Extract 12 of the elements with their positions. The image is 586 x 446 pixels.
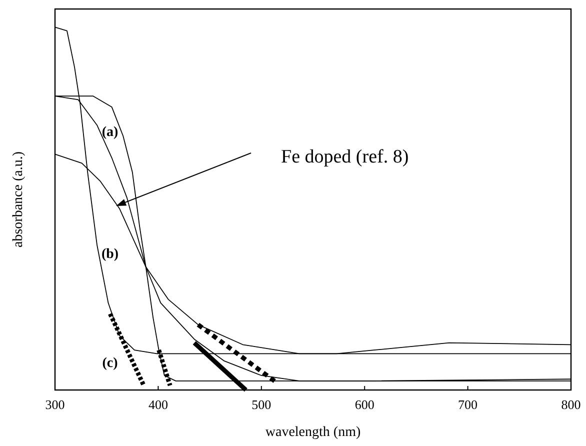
x-tick-label: 500: [252, 397, 272, 412]
annotation: (a): [102, 124, 118, 140]
x-axis-title: wavelength (nm): [265, 425, 361, 440]
x-tick-label: 400: [148, 397, 168, 412]
x-tick-label: 600: [354, 397, 374, 412]
annotation: (b): [101, 246, 119, 262]
x-tick-label: 800: [561, 397, 581, 412]
annotation: Fe doped (ref. 8): [281, 146, 409, 168]
annotation: (c): [102, 356, 118, 371]
y-axis-title: absorbance (a.u.): [11, 151, 26, 248]
x-tick-label: 300: [45, 397, 65, 412]
x-tick-label: 700: [458, 397, 478, 412]
